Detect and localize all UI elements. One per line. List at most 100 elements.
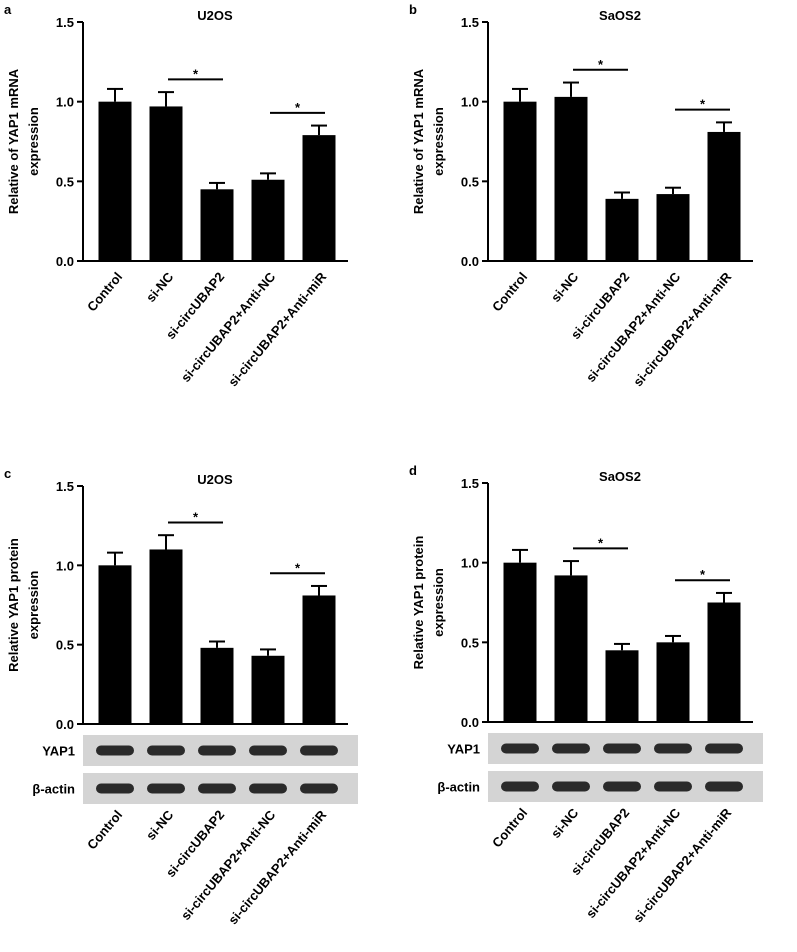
- y-tick-label: 0.0: [56, 254, 74, 269]
- bar: [656, 194, 690, 261]
- y-tick-label: 1.0: [461, 95, 479, 110]
- blot-label: β-actin: [437, 780, 480, 795]
- panel-letter: b: [409, 2, 417, 17]
- blot-band: [552, 743, 590, 754]
- blot-label: β-actin: [32, 782, 75, 797]
- blot-band: [249, 745, 287, 756]
- y-tick-label: 0.5: [461, 635, 479, 650]
- x-tick-label: si-NC: [548, 805, 582, 841]
- x-tick-label: si-NC: [143, 269, 177, 305]
- bar: [605, 198, 639, 261]
- bar: [251, 655, 285, 724]
- x-tick-label: si-circUBAP2+Anti-miR: [225, 807, 330, 928]
- blot-band: [603, 781, 641, 792]
- blot-band: [300, 745, 338, 756]
- bar: [302, 135, 336, 261]
- x-tick-label: si-circUBAP2+Anti-NC: [583, 269, 684, 385]
- blot-band: [705, 781, 743, 792]
- x-tick-label: si-circUBAP2+Anti-miR: [225, 269, 330, 390]
- y-tick-label: 0.5: [56, 174, 74, 189]
- significance-star: *: [295, 100, 301, 115]
- y-tick-label: 0.0: [56, 717, 74, 732]
- y-axis-label: Relative YAP1 protein: [6, 538, 21, 672]
- chart-title: U2OS: [197, 472, 233, 487]
- y-axis-label: expression: [431, 107, 446, 176]
- x-tick-label: si-NC: [143, 807, 177, 843]
- blot-band: [654, 743, 692, 754]
- bar: [503, 101, 537, 262]
- blot-band: [198, 783, 236, 794]
- x-tick-label: Control: [489, 269, 530, 314]
- bar: [503, 562, 537, 722]
- y-tick-label: 1.5: [56, 479, 74, 494]
- significance-star: *: [193, 509, 199, 524]
- blot-band: [198, 745, 236, 756]
- y-tick-label: 1.5: [461, 476, 479, 491]
- chart-title: SaOS2: [599, 469, 641, 484]
- panel-letter: a: [4, 2, 12, 17]
- blot-band: [552, 781, 590, 792]
- blot-band: [705, 743, 743, 754]
- y-tick-label: 0.5: [56, 638, 74, 653]
- y-axis-label: Relative of YAP1 mRNA: [6, 68, 21, 214]
- significance-star: *: [295, 560, 301, 575]
- x-tick-label: si-NC: [548, 269, 582, 305]
- bar: [707, 602, 741, 722]
- x-tick-label: Control: [84, 807, 125, 852]
- y-tick-label: 0.0: [461, 254, 479, 269]
- x-tick-label: si-circUBAP2+Anti-NC: [178, 269, 279, 385]
- blot-label: YAP1: [447, 742, 480, 757]
- bar: [251, 179, 285, 261]
- blot-band: [147, 745, 185, 756]
- y-axis-label: expression: [26, 107, 41, 176]
- bar: [554, 575, 588, 722]
- blot-band: [96, 745, 134, 756]
- panel-letter: d: [409, 463, 417, 478]
- panel-letter: c: [4, 466, 11, 481]
- blot-band: [603, 743, 641, 754]
- bar: [554, 96, 588, 262]
- bar: [605, 650, 639, 722]
- significance-star: *: [700, 97, 706, 112]
- y-tick-label: 1.0: [56, 558, 74, 573]
- bar: [98, 565, 132, 724]
- bar: [707, 131, 741, 261]
- y-axis-label: expression: [26, 571, 41, 640]
- x-tick-label: si-circUBAP2+Anti-NC: [178, 807, 279, 923]
- bar: [149, 549, 183, 724]
- blot-band: [147, 783, 185, 794]
- x-tick-label: si-circUBAP2+Anti-NC: [583, 805, 684, 921]
- y-tick-label: 1.5: [461, 15, 479, 30]
- blot-label: YAP1: [42, 744, 75, 759]
- bar: [200, 647, 234, 724]
- significance-star: *: [598, 535, 604, 550]
- x-tick-label: Control: [84, 269, 125, 314]
- bar: [656, 642, 690, 722]
- bar: [302, 595, 336, 724]
- chart-title: SaOS2: [599, 8, 641, 23]
- blot-band: [654, 781, 692, 792]
- significance-star: *: [598, 57, 604, 72]
- blot-band: [300, 783, 338, 794]
- blot-band: [501, 743, 539, 754]
- y-axis-label: Relative YAP1 protein: [411, 536, 426, 670]
- y-axis-label: Relative of YAP1 mRNA: [411, 68, 426, 214]
- blot-band: [96, 783, 134, 794]
- x-tick-label: si-circUBAP2+Anti-miR: [630, 805, 735, 926]
- bar: [200, 189, 234, 261]
- significance-star: *: [700, 567, 706, 582]
- y-tick-label: 1.5: [56, 15, 74, 30]
- y-tick-label: 1.0: [461, 556, 479, 571]
- y-axis-label: expression: [431, 568, 446, 637]
- bar: [98, 101, 132, 262]
- x-tick-label: Control: [489, 805, 530, 850]
- x-tick-label: si-circUBAP2+Anti-miR: [630, 269, 735, 390]
- chart-title: U2OS: [197, 8, 233, 23]
- significance-star: *: [193, 66, 199, 81]
- y-tick-label: 0.5: [461, 174, 479, 189]
- blot-band: [501, 781, 539, 792]
- y-tick-label: 1.0: [56, 95, 74, 110]
- blot-band: [249, 783, 287, 794]
